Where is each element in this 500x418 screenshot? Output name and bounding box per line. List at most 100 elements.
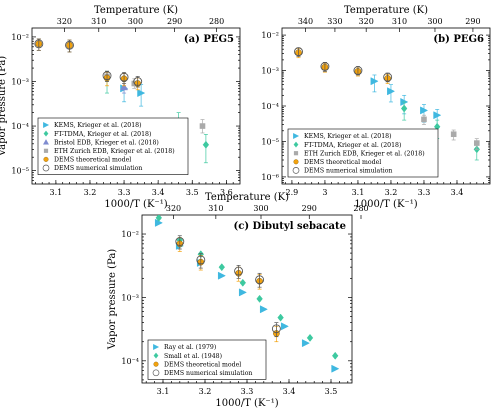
legend-symbol	[43, 156, 49, 162]
x-tick-label: 3.5	[186, 188, 199, 197]
legend-marker	[153, 361, 159, 367]
data-point	[199, 123, 206, 129]
legend-entry: KEMS, Krieger et al. (2018)	[304, 133, 392, 140]
legend-entry: ETH Zurich EDB, Krieger et al. (2018)	[304, 150, 425, 157]
legend-box	[287, 128, 439, 178]
top-tick-label: 340	[298, 17, 313, 26]
data-point	[277, 313, 284, 322]
top-tick-label: 290	[302, 204, 317, 213]
legend-entry: DEMS numerical simulation	[164, 370, 252, 377]
series-circle-filled	[35, 38, 142, 91]
data-point	[234, 266, 244, 276]
data-layer	[294, 47, 480, 161]
data-point	[320, 62, 330, 71]
data-point	[137, 89, 146, 98]
data-point	[331, 351, 339, 360]
legend-entry: Ray et al. (1979)	[164, 344, 216, 351]
data-layer	[34, 38, 210, 164]
legend-marker	[43, 148, 49, 153]
legend-marker	[43, 130, 49, 137]
series-circle-filled	[176, 237, 280, 343]
data-point	[217, 271, 226, 280]
data-point	[196, 255, 206, 265]
legend-marker	[153, 352, 159, 359]
legend-entry: DEMS numerical simulation	[54, 165, 142, 172]
legend: Ray et al. (1979) Small et al. (1948) DEMS…	[147, 339, 267, 380]
legend-symbol	[153, 352, 159, 359]
legend-marker	[152, 369, 160, 377]
panel-a: 3.1 3.2 3.3 3.4 3.5 3.6 320 310 300 290 280 10⁻⁵ 10⁻…	[0, 5, 241, 210]
y-tick-label: 10⁻²	[11, 33, 29, 42]
y-tick-label: 10⁻²	[121, 230, 139, 239]
panel-title: (b) PEG6	[433, 34, 484, 45]
x-tick-label: 3.3	[118, 188, 131, 197]
top-tick-label: 290	[465, 17, 480, 26]
series-circle-filled	[295, 48, 391, 84]
x-tick-label: 2.9	[286, 188, 299, 197]
legend-marker	[293, 141, 299, 148]
top-axis-label: Temperature (K)	[94, 5, 178, 16]
data-point	[331, 364, 340, 373]
legend-entry: ETH Zurich EDB, Krieger et al. (2018)	[54, 148, 175, 155]
legend-symbol	[153, 343, 160, 351]
data-point	[421, 116, 427, 123]
data-point	[259, 305, 268, 314]
series-circle-open	[34, 38, 143, 88]
x-tick-label: 3.3	[241, 387, 254, 396]
data-point	[175, 237, 185, 247]
data-point	[65, 40, 74, 50]
legend-entry: DEMS theoretical model	[54, 157, 131, 164]
legend-symbol	[293, 132, 300, 140]
data-point	[133, 77, 143, 86]
series-circle-open	[175, 235, 281, 338]
x-tick-label: 3.1	[50, 188, 63, 197]
data-point	[120, 82, 129, 91]
data-point	[353, 66, 363, 75]
legend-entry: DEMS numerical simulation	[304, 168, 392, 175]
data-point	[400, 104, 408, 113]
top-tick-label: 320	[57, 17, 72, 26]
legend-marker	[43, 156, 49, 162]
top-tick-label: 310	[91, 17, 106, 26]
x-tick-label: 3	[322, 188, 327, 197]
top-tick-label: 280	[209, 17, 224, 26]
x-axis-label: 1000/T (K⁻¹)	[354, 199, 417, 210]
data-point	[473, 140, 480, 146]
legend-symbol	[42, 139, 50, 145]
data-point	[450, 131, 457, 138]
top-tick-label: 330	[327, 17, 342, 26]
legend-marker	[292, 167, 300, 174]
legend-symbol	[293, 141, 299, 148]
legend-symbol	[153, 361, 159, 367]
legend-symbol	[42, 164, 50, 172]
data-point	[256, 294, 263, 303]
data-point	[306, 333, 314, 342]
data-point	[383, 72, 393, 82]
legend-box	[37, 117, 189, 175]
data-point	[102, 71, 112, 81]
top-tick-label: 280	[353, 204, 368, 213]
plot-frame	[31, 27, 241, 185]
legend-marker	[293, 132, 300, 140]
y-tick-label: 10⁻⁴	[261, 102, 279, 111]
panel-title: (a) PEG5	[184, 34, 234, 45]
panel-b: 2.9 3 3.1 3.2 3.3 3.4 340 330 320 310 300 290 10⁻⁶ 10…	[261, 5, 491, 210]
x-tick-label: 3.2	[385, 188, 398, 197]
y-axis-label: Vapor pressure (Pa)	[107, 249, 118, 350]
legend-symbol	[292, 167, 300, 174]
data-point	[155, 215, 163, 222]
legend-entry: DEMS theoretical model	[304, 159, 381, 166]
top-axis-label: Temperature (K)	[344, 5, 428, 16]
data-point	[420, 106, 429, 115]
x-tick-label: 3.6	[220, 188, 233, 197]
legend-entry: Small et al. (1948)	[164, 353, 222, 360]
data-layer	[154, 215, 340, 373]
data-point	[34, 39, 44, 49]
panel-c: 3.1 3.2 3.3 3.4 3.5 320 310 300 290 280 10⁻⁴ 10⁻³ 10…	[107, 192, 369, 409]
legend-entry: Bristol EDB, Krieger et al. (2018)	[54, 139, 159, 146]
y-tick-label: 10⁻⁴	[121, 357, 139, 366]
legend-symbol	[152, 369, 160, 377]
top-tick-label: 300	[128, 17, 143, 26]
legend-entry: FT-TDMA, Krieger et al. (2018)	[54, 131, 151, 138]
data-point	[255, 275, 265, 285]
